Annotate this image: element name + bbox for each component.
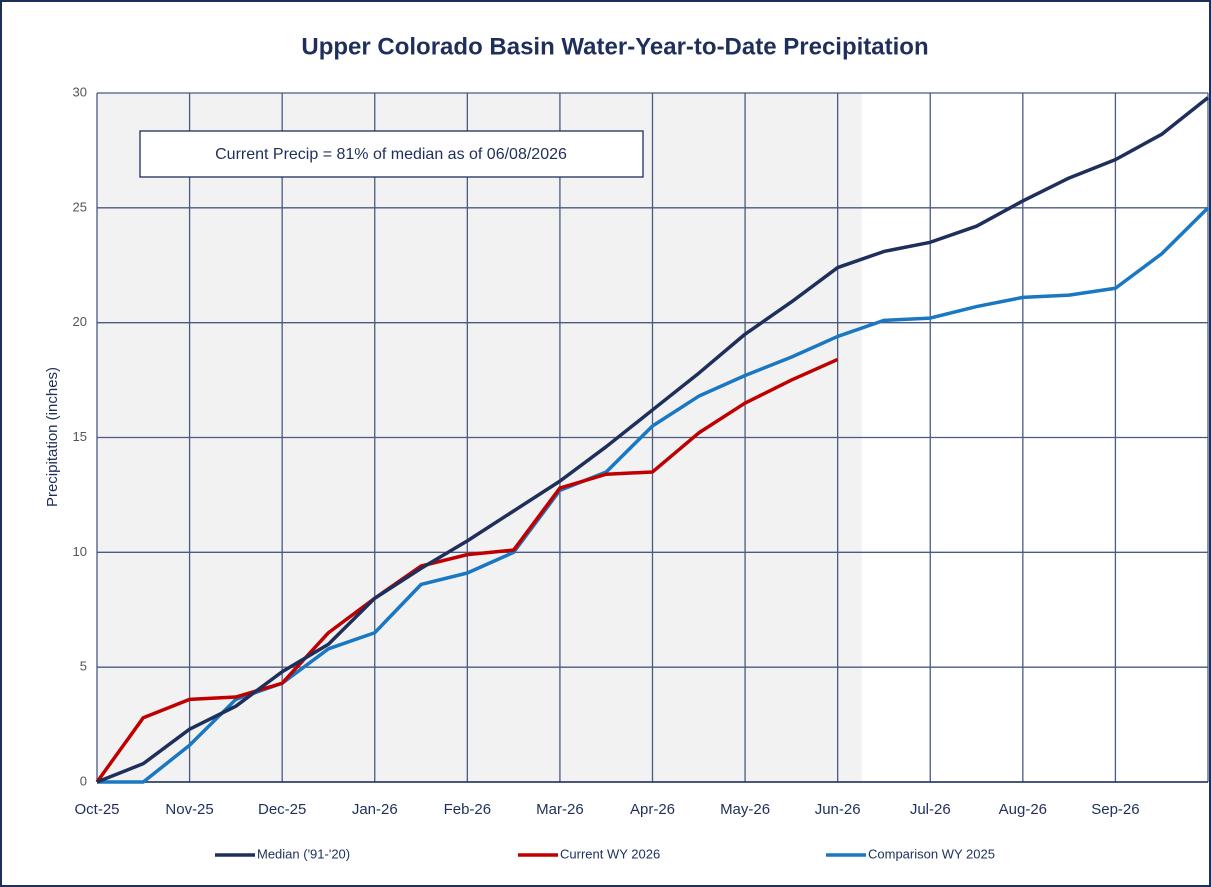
- y-tick-label: 10: [73, 544, 87, 559]
- series-line: [96, 96, 1210, 784]
- x-tick-label: Sep-26: [1091, 801, 1139, 818]
- x-tick-label: Jul-26: [910, 801, 951, 818]
- y-tick-label: 30: [73, 84, 87, 99]
- y-tick-label: 15: [73, 429, 87, 444]
- series-line: [95, 357, 839, 784]
- x-tick-label: Oct-25: [74, 801, 119, 818]
- y-tick-label: 25: [73, 199, 87, 214]
- legend-label: Current WY 2026: [560, 846, 660, 861]
- y-tick-label: 5: [80, 659, 87, 674]
- y-tick-label: 0: [80, 773, 87, 788]
- x-tick-label: Feb-26: [444, 801, 492, 818]
- x-tick-label: Jun-26: [815, 801, 861, 818]
- x-tick-label: Nov-25: [165, 801, 213, 818]
- x-tick-label: Aug-26: [999, 801, 1047, 818]
- chart-title: Upper Colorado Basin Water-Year-to-Date …: [301, 33, 928, 60]
- y-axis-label: Precipitation (inches): [44, 367, 61, 507]
- x-tick-label: Dec-25: [258, 801, 306, 818]
- annotation: Current Precip = 81% of median as of 06/…: [215, 146, 567, 163]
- x-tick-label: Jan-26: [352, 801, 398, 818]
- x-tick-label: Mar-26: [536, 801, 584, 818]
- x-tick-label: Apr-26: [630, 801, 675, 818]
- y-tick-label: 20: [73, 314, 87, 329]
- x-tick-label: May-26: [720, 801, 770, 818]
- legend-label: Median ('91-'20): [257, 846, 350, 861]
- legend-label: Comparison WY 2025: [868, 846, 995, 861]
- annotation-box: [139, 130, 644, 178]
